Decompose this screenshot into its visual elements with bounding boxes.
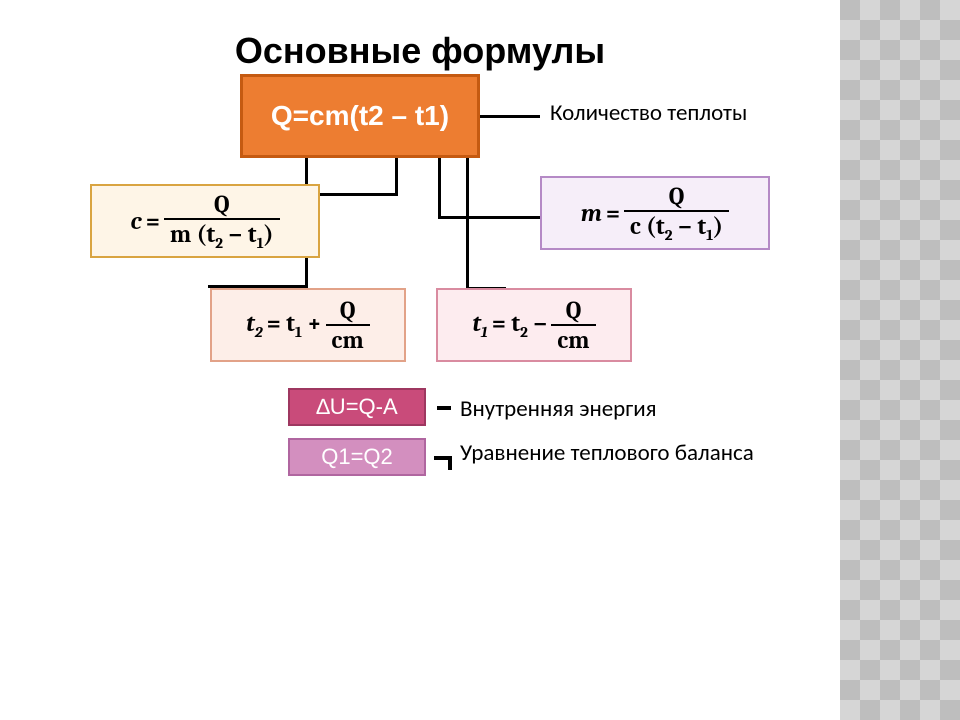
label-heat: Количество теплоты xyxy=(550,100,747,126)
main-formula-text: Q=cm(t2 – t1) xyxy=(271,101,449,132)
label-balance: Уравнение теплового баланса xyxy=(460,440,754,466)
main-formula-box: Q=cm(t2 – t1) xyxy=(240,74,480,158)
connector xyxy=(438,158,441,218)
slide-title: Основные формулы xyxy=(0,30,840,72)
connector xyxy=(438,216,542,219)
label-energy: Внутренняя энергия xyxy=(460,396,657,422)
pill-q: Q1=Q2 xyxy=(288,438,426,476)
formula-t1: t1= t2 −Qcm xyxy=(436,288,632,362)
dash xyxy=(434,456,448,460)
formula-m: m=Qc (t2 − t1) xyxy=(540,176,770,250)
dash xyxy=(448,456,452,470)
pill-du: ∆U=Q-A xyxy=(288,388,426,426)
connector xyxy=(395,158,398,196)
slide-stage: Основные формулы Q=cm(t2 – t1) c=Qm (t2 … xyxy=(0,0,960,720)
formula-c: c=Qm (t2 − t1) xyxy=(90,184,320,258)
formula-t2: t2= t1 +Qcm xyxy=(210,288,406,362)
dash xyxy=(437,406,451,410)
connector xyxy=(480,115,540,118)
checker-pattern xyxy=(840,0,960,720)
connector xyxy=(466,158,469,290)
